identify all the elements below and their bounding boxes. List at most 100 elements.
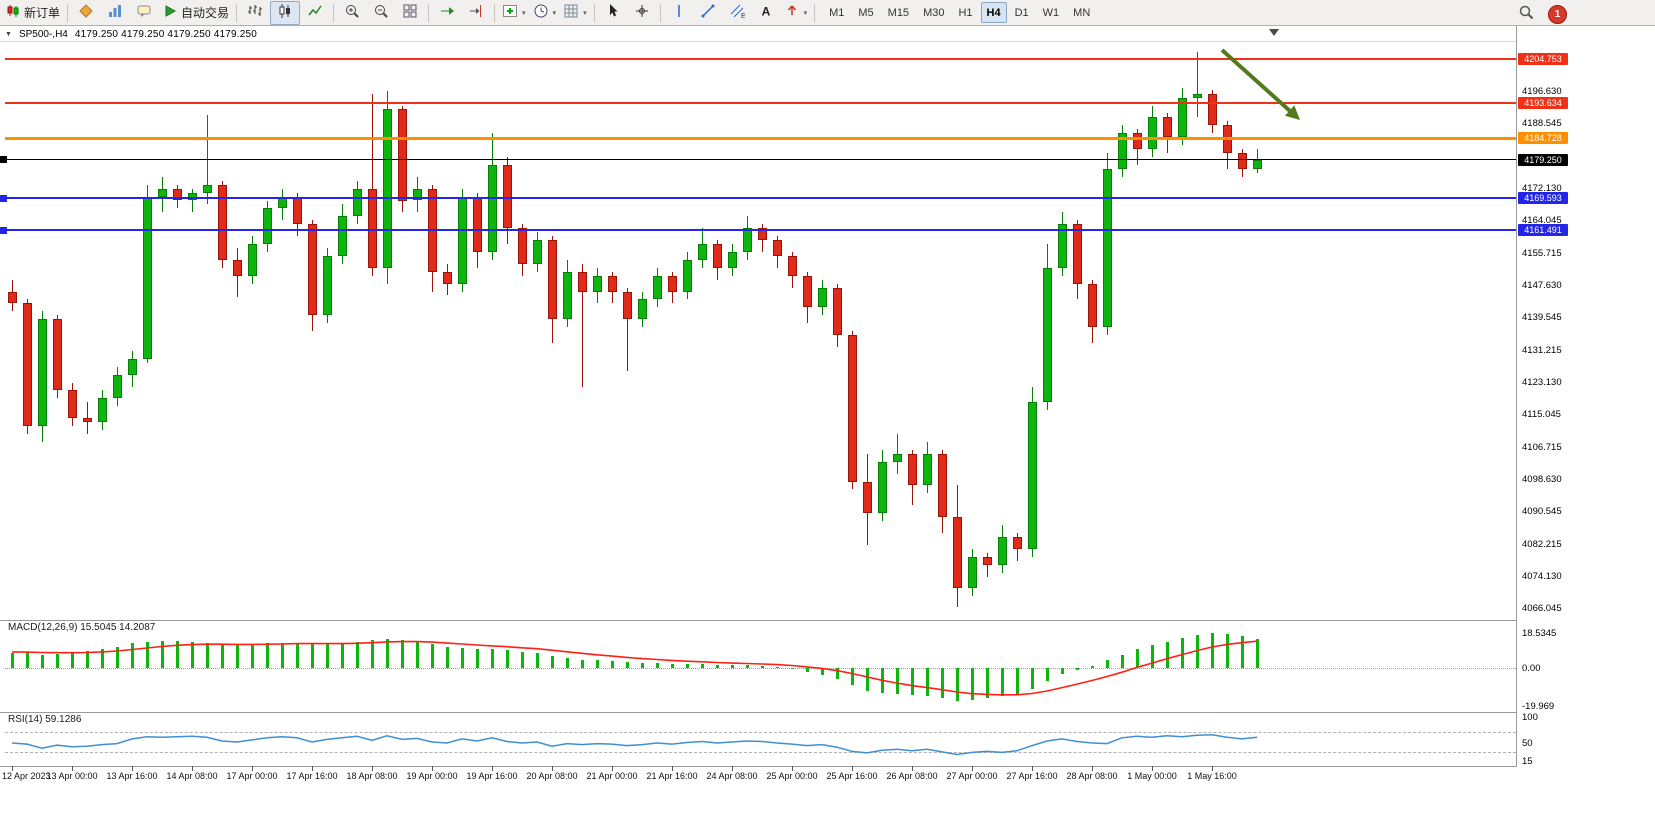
macd-histogram-bar bbox=[220, 644, 224, 668]
equidistant-channel-tool-button[interactable]: E bbox=[723, 2, 751, 24]
macd-histogram-bar bbox=[910, 668, 914, 696]
panel-divider[interactable] bbox=[0, 620, 1516, 621]
price-axis-label: 4196.630 bbox=[1522, 86, 1562, 98]
crosshair-tool-button[interactable] bbox=[628, 2, 656, 24]
macd-histogram-bar bbox=[385, 638, 389, 668]
timeframe-h4-button[interactable]: H4 bbox=[980, 2, 1007, 23]
line-chart-button[interactable] bbox=[301, 2, 329, 24]
candle bbox=[367, 188, 377, 268]
macd-histogram-bar bbox=[1225, 634, 1229, 668]
chevron-down-icon: ▾ bbox=[583, 9, 587, 17]
add-indicator-button[interactable]: ▾ bbox=[499, 2, 529, 24]
auto-trading-icon bbox=[162, 3, 178, 22]
candle bbox=[1147, 117, 1157, 150]
horizontal-line[interactable] bbox=[5, 159, 1516, 161]
time-axis-label: 13 Apr 16:00 bbox=[106, 771, 158, 781]
one-click-trading-expander-icon[interactable]: ▼ bbox=[5, 30, 12, 38]
new-order-button[interactable]: 新订单 bbox=[2, 2, 63, 24]
price-axis-label: 4090.545 bbox=[1522, 506, 1562, 518]
price-axis-label: 4164.045 bbox=[1522, 215, 1562, 227]
line-left-marker[interactable] bbox=[0, 226, 7, 234]
auto-scroll-icon bbox=[439, 3, 455, 22]
line-left-marker[interactable] bbox=[0, 156, 7, 164]
horizontal-line[interactable] bbox=[5, 58, 1516, 60]
timeframe-d1-button[interactable]: D1 bbox=[1014, 6, 1029, 19]
cursor-tool-button[interactable] bbox=[599, 2, 627, 24]
bars-chart-button[interactable] bbox=[241, 2, 269, 24]
panel-divider[interactable] bbox=[0, 712, 1516, 713]
candle bbox=[697, 244, 707, 260]
macd-histogram-bar bbox=[415, 641, 419, 668]
metaquotes-button[interactable] bbox=[72, 2, 100, 24]
horizontal-line[interactable] bbox=[5, 136, 1516, 140]
candle-chart-icon bbox=[277, 3, 293, 22]
macd-histogram-bar bbox=[940, 668, 944, 699]
macd-histogram-bar bbox=[790, 668, 794, 669]
timeframe-w1-button[interactable]: W1 bbox=[1042, 6, 1060, 19]
time-axis-label: 17 Apr 00:00 bbox=[226, 771, 278, 781]
horizontal-line[interactable] bbox=[5, 229, 1516, 232]
line-left-marker[interactable] bbox=[0, 194, 7, 202]
timeframe-m1-button[interactable]: M1 bbox=[829, 6, 845, 19]
price-scale-separator bbox=[1516, 26, 1517, 767]
auto-trading-button[interactable]: 自动交易 bbox=[159, 2, 232, 24]
toolbar-separator bbox=[67, 3, 69, 22]
macd-histogram-bar bbox=[160, 640, 164, 668]
macd-histogram-bar bbox=[730, 665, 734, 668]
text-label-tool-button[interactable]: A bbox=[752, 2, 780, 24]
price-badge: 4193.634 bbox=[1518, 97, 1568, 109]
tile-windows-button[interactable] bbox=[396, 2, 424, 24]
charts-button[interactable] bbox=[101, 2, 129, 24]
period-button[interactable]: ▾ bbox=[530, 2, 560, 24]
timeframe-m30-button[interactable]: M30 bbox=[923, 6, 945, 19]
search-button[interactable] bbox=[1512, 3, 1540, 25]
rsi-title: RSI(14) bbox=[8, 714, 43, 725]
arrow-object-tool-button[interactable]: ▾ bbox=[781, 2, 811, 24]
zoom-in-button[interactable] bbox=[338, 2, 366, 24]
time-axis-tick bbox=[1212, 766, 1213, 771]
rsi-value: 59.1286 bbox=[45, 714, 82, 725]
price-axis-label: 4172.130 bbox=[1522, 183, 1562, 195]
candle-chart-button[interactable] bbox=[270, 0, 301, 25]
candle bbox=[997, 536, 1007, 565]
timeframe-h1-button[interactable]: H1 bbox=[958, 6, 973, 19]
candle bbox=[682, 259, 692, 292]
candle bbox=[757, 228, 767, 241]
vertical-line-tool-button[interactable] bbox=[665, 2, 693, 24]
tile-windows-icon bbox=[402, 3, 418, 22]
time-axis-tick bbox=[612, 766, 613, 771]
macd-histogram-bar bbox=[685, 664, 689, 668]
candle bbox=[847, 335, 857, 482]
macd-histogram-bar bbox=[175, 640, 179, 668]
rsi-axis-label: 15 bbox=[1522, 756, 1533, 768]
macd-histogram-bar bbox=[895, 668, 899, 695]
auto-scroll-button[interactable] bbox=[433, 2, 461, 24]
market-watch-button[interactable] bbox=[130, 2, 158, 24]
time-axis-tick bbox=[672, 766, 673, 771]
panel-divider[interactable] bbox=[0, 766, 1516, 767]
macd-histogram-bar bbox=[1180, 637, 1184, 668]
macd-histogram-bar bbox=[325, 644, 329, 668]
timeframe-mn-button[interactable]: MN bbox=[1073, 6, 1091, 19]
candle bbox=[52, 319, 62, 391]
chart-shift-button[interactable] bbox=[462, 2, 490, 24]
chart-shift-marker[interactable] bbox=[1269, 29, 1279, 36]
horizontal-line[interactable] bbox=[5, 197, 1516, 200]
grid-button[interactable]: ▾ bbox=[560, 2, 590, 24]
macd-histogram-bar bbox=[925, 668, 929, 697]
price-axis-label: 4131.215 bbox=[1522, 345, 1562, 357]
zoom-out-icon bbox=[373, 3, 389, 22]
svg-text:A: A bbox=[761, 5, 770, 19]
candle bbox=[352, 188, 362, 217]
macd-histogram-bar bbox=[1165, 641, 1169, 668]
notification-badge[interactable]: 1 bbox=[1548, 4, 1567, 24]
zoom-out-button[interactable] bbox=[367, 2, 395, 24]
timeframe-m15-button[interactable]: M15 bbox=[887, 6, 910, 19]
horizontal-line[interactable] bbox=[5, 102, 1516, 104]
macd-histogram-bar bbox=[625, 662, 629, 668]
trendline-tool-button[interactable] bbox=[694, 2, 722, 24]
timeframe-m5-button[interactable]: M5 bbox=[858, 6, 874, 19]
candle bbox=[487, 164, 497, 252]
grid-icon bbox=[563, 3, 579, 22]
